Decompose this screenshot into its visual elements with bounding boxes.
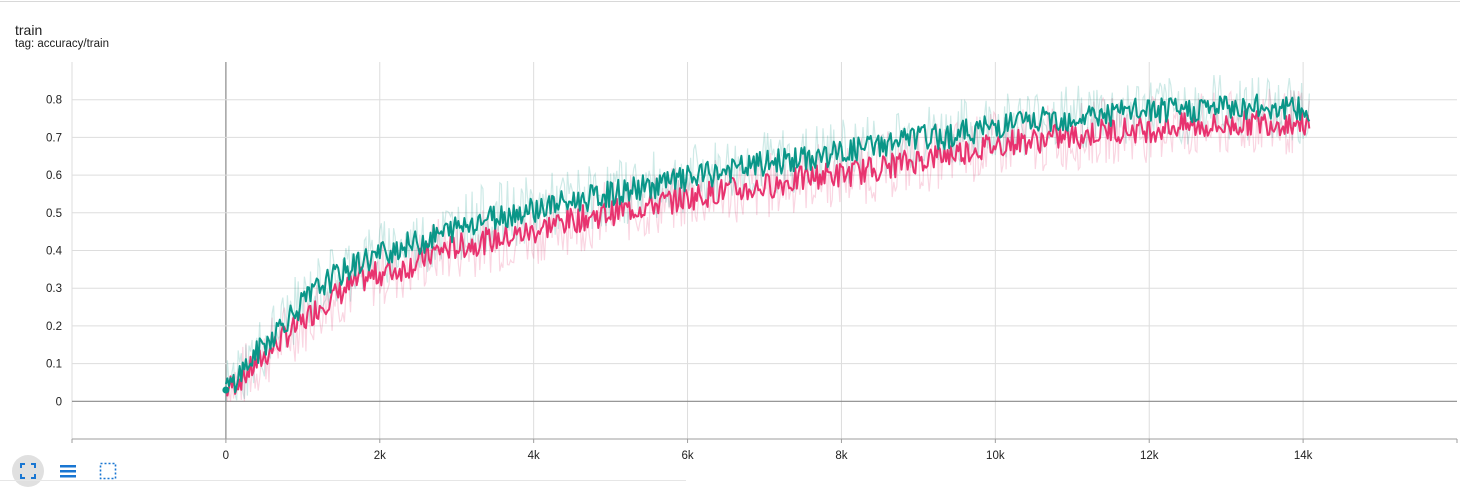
y-tick-label: 0.4 [46, 246, 63, 258]
x-tick-label: 0 [223, 450, 229, 460]
smoothed-line-1 [224, 93, 1311, 394]
y-tick-label: 0.3 [46, 283, 62, 295]
axes [71, 438, 1458, 443]
smoothed-series [222, 93, 1311, 397]
x-tick-label: 14k [1294, 450, 1313, 460]
x-tick-label: 6k [681, 450, 693, 460]
y-tick-label: 0.6 [46, 170, 62, 182]
tick-labels: 0 2k 4k 6k 8k 10k 12k 14k 0 0.1 0.2 0.3 0.4 0.5 0.6 0.7… [46, 95, 1313, 460]
x-tick-label: 2k [374, 450, 386, 460]
toggle-log-scale-icon [60, 465, 76, 478]
x-tick-label: 10k [986, 450, 1005, 460]
chart-title: train [15, 22, 43, 38]
y-tick-label: 0.1 [46, 359, 62, 371]
fit-domain-icon [20, 463, 36, 479]
bottom-divider [0, 480, 686, 481]
start-point-marker [222, 386, 230, 394]
chart-toolbar [12, 455, 124, 487]
chart-tag: tag: accuracy/train [15, 38, 109, 50]
download-button[interactable] [92, 455, 124, 487]
line-chart[interactable]: 0 2k 4k 6k 8k 10k 12k 14k 0 0.1 0.2 0.3 0.4 0.5 0.6 0.7… [0, 0, 1460, 460]
x-tick-label: 12k [1140, 450, 1159, 460]
x-tick-label: 8k [835, 450, 847, 460]
y-tick-label: 0.8 [46, 95, 62, 107]
y-tick-label: 0.2 [46, 321, 62, 333]
smoothed-line-0 [224, 108, 1311, 397]
download-icon [99, 462, 117, 480]
y-tick-label: 0.5 [46, 208, 62, 220]
top-divider [0, 1, 1460, 2]
toggle-log-scale-button[interactable] [52, 455, 84, 487]
x-tick-label: 4k [528, 450, 540, 460]
fit-domain-button[interactable] [12, 455, 44, 487]
y-tick-label: 0 [56, 396, 62, 408]
y-tick-label: 0.7 [46, 132, 62, 144]
